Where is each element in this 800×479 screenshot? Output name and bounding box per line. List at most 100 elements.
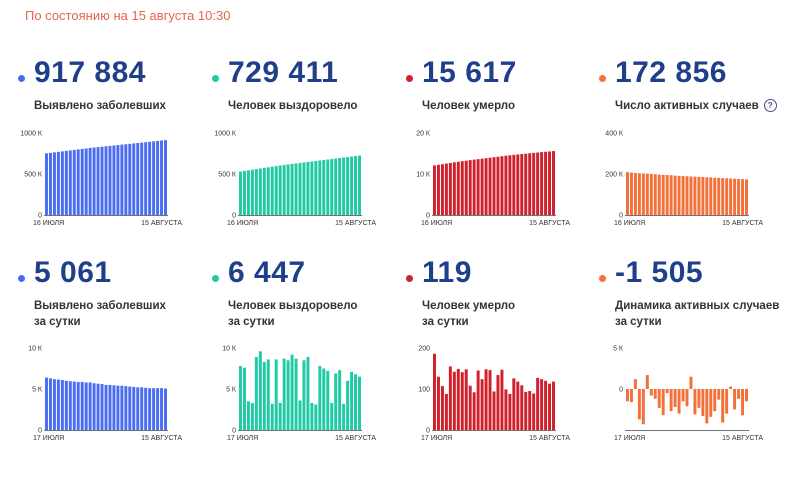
bar — [626, 172, 629, 215]
bar — [661, 174, 665, 215]
bar — [552, 381, 555, 430]
bar — [524, 153, 528, 215]
bar — [45, 377, 48, 430]
bar — [669, 389, 673, 412]
bar — [626, 389, 629, 402]
bar — [500, 156, 504, 215]
y-tick-label: 10 К — [28, 346, 43, 353]
daily-recovered-number: 6 447 — [228, 256, 306, 289]
bar — [681, 389, 685, 402]
bar — [733, 389, 737, 410]
bar — [524, 391, 528, 430]
x-end-label: 15 АВГУСТА — [722, 220, 763, 227]
bar — [496, 375, 500, 430]
bar — [160, 388, 164, 430]
y-tick-label: 200 К — [605, 172, 624, 179]
daily-deaths-chart: 0 100 200 17 ИЮЛЯ 15 АВГУСТА — [418, 346, 570, 443]
bar — [318, 160, 322, 215]
daily-active-change-sublabel: за сутки — [615, 316, 662, 328]
bar — [681, 176, 685, 215]
bar — [512, 154, 516, 215]
bar — [705, 177, 709, 215]
bar — [298, 162, 302, 215]
bar — [306, 357, 310, 430]
y-tick-label: 200 — [418, 346, 430, 353]
x-end-label: 15 АВГУСТА — [141, 220, 182, 227]
bar — [528, 153, 532, 215]
bar — [673, 389, 677, 408]
total-deaths-chart: 0 10 К 20 К 16 ИЮЛЯ 15 АВГУСТА — [416, 131, 570, 228]
card-daily-deaths: 119 Человек умерло за сутки 0 100 200 17 ИЮ… — [406, 252, 586, 452]
bar — [286, 164, 290, 215]
bar — [80, 382, 84, 430]
bar — [136, 387, 140, 430]
bar — [440, 386, 444, 430]
daily-recovered-chart: 0 5 К 10 К 17 ИЮЛЯ 15 АВГУСТА — [222, 346, 376, 443]
y-tick-label: 5 К — [613, 346, 624, 353]
bar — [148, 141, 152, 215]
bar — [258, 351, 262, 430]
bar — [641, 389, 645, 425]
bar — [693, 176, 697, 215]
bar — [745, 179, 748, 215]
bar — [492, 391, 496, 430]
bar — [452, 371, 456, 430]
bar — [484, 158, 488, 215]
daily-recovered-label: Человек выздоровело — [228, 300, 358, 312]
bar — [677, 389, 681, 414]
total-recovered-number: 729 411 — [228, 56, 339, 89]
bar — [460, 372, 464, 430]
bar — [286, 360, 290, 430]
daily-active-change-label: Динамика активных случаев — [615, 300, 780, 312]
bar — [745, 389, 748, 402]
bar — [282, 164, 286, 215]
bar — [136, 143, 140, 215]
help-icon[interactable]: ? — [763, 99, 777, 112]
bar — [741, 179, 745, 216]
y-tick-label: 0 — [619, 387, 623, 394]
bar — [160, 140, 164, 215]
bar — [334, 158, 338, 215]
x-start-label: 16 ИЮЛЯ — [421, 220, 452, 227]
bar — [649, 174, 653, 215]
active-cases-number: 172 856 — [615, 56, 727, 89]
bar — [140, 387, 144, 430]
bar — [270, 403, 274, 430]
bar — [128, 143, 132, 215]
daily-cases-sublabel: за сутки — [34, 316, 81, 328]
bar — [322, 159, 326, 215]
daily-deaths-label: Человек умерло — [422, 300, 515, 312]
bar — [330, 402, 334, 430]
blue-dot-icon — [18, 275, 25, 282]
bar — [310, 161, 314, 215]
bar — [472, 392, 476, 430]
x-end-label: 15 АВГУСТА — [335, 435, 376, 442]
bar — [436, 376, 440, 430]
bar — [520, 385, 524, 430]
bar — [354, 374, 358, 430]
bar — [540, 379, 544, 430]
bar — [520, 154, 524, 215]
y-tick-label: 0 — [426, 428, 430, 435]
bar — [657, 174, 661, 215]
bar — [705, 389, 709, 424]
bar — [104, 146, 108, 215]
bar — [84, 382, 88, 430]
bar — [250, 169, 254, 215]
bar — [342, 403, 346, 430]
bar — [452, 162, 456, 215]
bar — [326, 370, 330, 430]
bar — [60, 379, 64, 430]
bar — [697, 176, 701, 215]
bar — [76, 149, 80, 215]
bar — [721, 178, 725, 215]
bar — [246, 401, 250, 430]
bar — [72, 149, 76, 215]
bar — [645, 173, 649, 215]
bar — [152, 388, 156, 430]
bar — [52, 152, 56, 215]
y-tick-label: 100 — [418, 387, 430, 394]
bar — [124, 386, 128, 430]
daily-active-change-number: -1 505 — [615, 256, 704, 289]
bar — [645, 375, 649, 389]
